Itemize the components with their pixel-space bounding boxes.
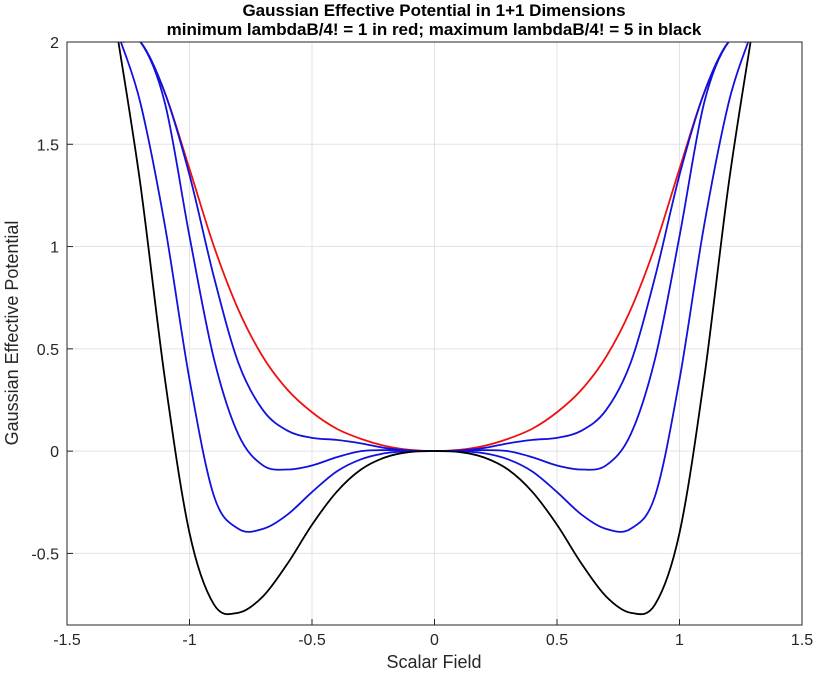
x-tick-label: 0.5: [546, 632, 568, 649]
x-axis: -1.5 -1 -0.5 0 0.5 1 1.5: [53, 619, 813, 649]
grid: [67, 42, 802, 625]
x-tick-label: -0.5: [298, 632, 326, 649]
y-tick-label: -0.5: [31, 546, 59, 563]
x-axis-label: Scalar Field: [386, 652, 481, 672]
y-tick-label: 0: [50, 444, 59, 461]
x-tick-label: -1: [182, 632, 196, 649]
y-tick-label: 1: [50, 240, 59, 257]
x-tick-label: 0: [430, 632, 439, 649]
series-line-5: [117, 42, 752, 616]
x-tick-label: 1.5: [791, 632, 813, 649]
chart-title: Gaussian Effective Potential in 1+1 Dime…: [242, 1, 625, 20]
y-tick-label: 2: [50, 35, 59, 52]
x-tick-label: -1.5: [53, 632, 81, 649]
series-group: [117, 42, 752, 616]
y-axis-label: Gaussian Effective Potential: [2, 221, 22, 446]
y-tick-label: 1.5: [37, 137, 59, 154]
y-tick-label: 0.5: [37, 342, 59, 359]
chart-subtitle: minimum lambdaB/4! = 1 in red; maximum l…: [167, 20, 702, 39]
x-tick-label: 1: [675, 632, 684, 649]
y-axis: -0.5 0 0.5 1 1.5 2: [31, 35, 73, 563]
